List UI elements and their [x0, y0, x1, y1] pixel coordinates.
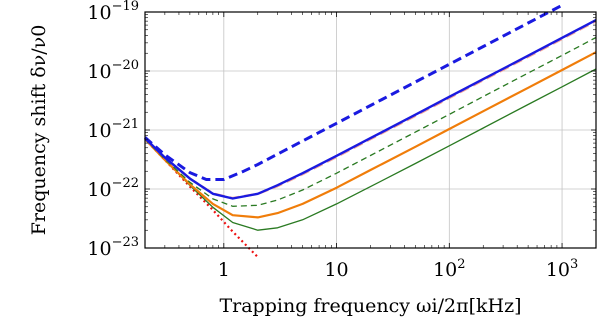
axis-labels: Trapping frequency ωi/2π[kHz] Frequency s… [28, 25, 522, 317]
series-line-7 [144, 3, 563, 181]
y-tick-label: 10−20 [87, 58, 139, 83]
series-line-1 [144, 138, 259, 258]
y-axis-label: Frequency shift δν/ν0 [28, 25, 50, 236]
x-tick-label: 1 [218, 259, 230, 281]
series-line-5 [144, 20, 597, 200]
x-tick-label: 102 [433, 257, 465, 281]
y-tick-label: 10−22 [87, 176, 139, 201]
y-tick-label: 10−23 [87, 235, 139, 260]
series-line-4 [144, 36, 597, 207]
y-tick-label: 10−21 [87, 117, 139, 142]
ticks: 1 10 102 103 10−23 10−22 10−21 10−20 10−19 [87, 0, 597, 281]
x-axis-label: Trapping frequency ωi/2π[kHz] [219, 295, 521, 317]
series-group [144, 3, 597, 258]
series-line-2 [144, 68, 597, 231]
series-line-3 [144, 51, 597, 219]
grid [145, 11, 596, 249]
series-line-6 [144, 19, 597, 200]
y-tick-label: 10−19 [87, 0, 139, 24]
x-tick-label: 103 [546, 257, 578, 281]
x-tick-label: 10 [324, 259, 348, 281]
